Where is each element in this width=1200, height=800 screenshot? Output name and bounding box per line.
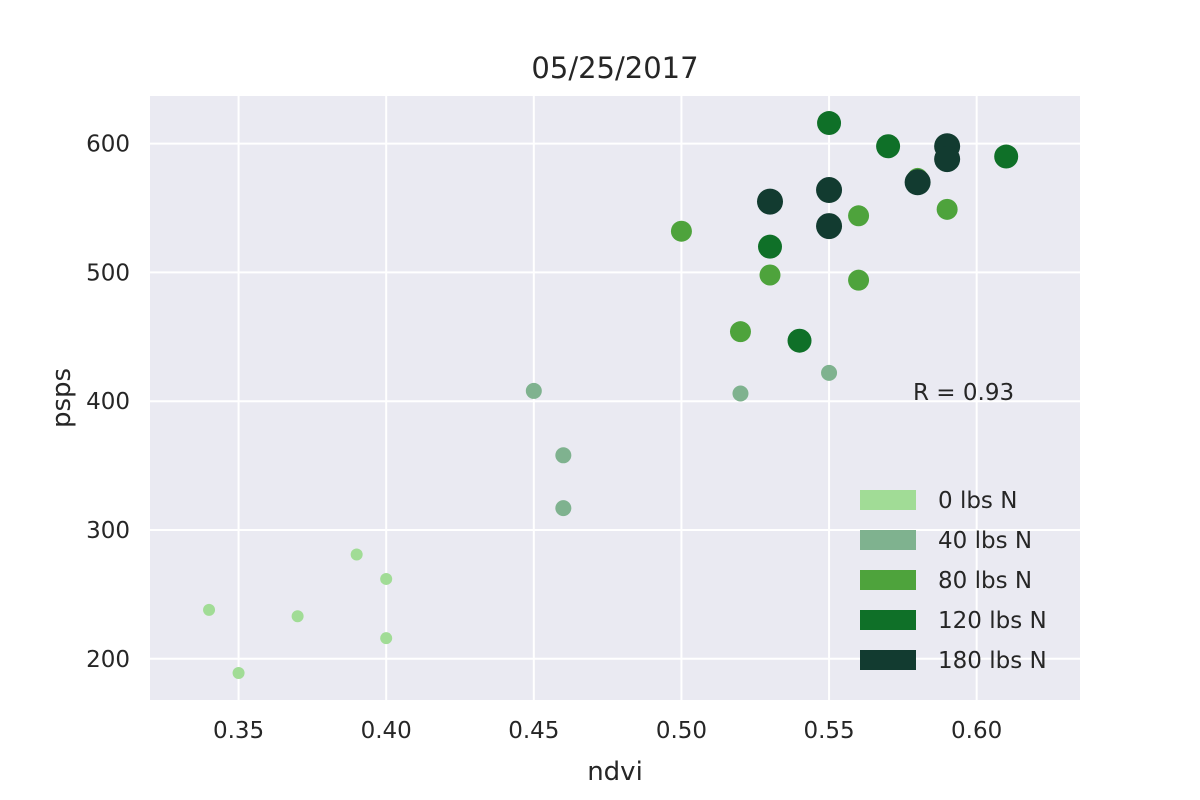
data-point (555, 500, 572, 517)
legend-swatch (860, 490, 916, 510)
data-point (821, 364, 838, 381)
y-tick-label: 500 (86, 260, 130, 286)
data-point (904, 169, 931, 196)
data-point (350, 548, 363, 561)
data-points (203, 111, 1019, 679)
data-point (994, 144, 1019, 169)
data-point (876, 134, 901, 159)
x-tick-label: 0.35 (213, 718, 264, 744)
data-point (732, 385, 749, 402)
data-point (380, 632, 393, 645)
data-point (848, 205, 870, 227)
data-point (525, 382, 542, 399)
data-point (787, 328, 812, 353)
legend-swatch (860, 530, 916, 550)
y-tick-labels: 200 300 400 500 600 (86, 132, 130, 673)
legend-label: 180 lbs N (938, 648, 1047, 674)
data-point (555, 447, 572, 464)
chart-title: 05/25/2017 (531, 51, 698, 85)
data-point (816, 213, 843, 240)
legend-label: 40 lbs N (938, 528, 1032, 554)
data-point (816, 177, 843, 204)
y-tick-label: 200 (86, 647, 130, 673)
x-tick-label: 0.40 (361, 718, 412, 744)
x-tick-labels: 0.35 0.40 0.45 0.50 0.55 0.60 (213, 718, 1002, 744)
data-point (729, 321, 751, 343)
y-tick-label: 300 (86, 518, 130, 544)
data-point (203, 603, 216, 616)
legend-swatch (860, 650, 916, 670)
data-point (670, 220, 692, 242)
data-point (936, 198, 958, 220)
data-point (759, 264, 781, 286)
data-point (934, 146, 961, 173)
data-point (758, 234, 782, 259)
plot-area (150, 96, 1080, 700)
correlation-annotation: R = 0.93 (913, 380, 1014, 406)
x-axis-label: ndvi (587, 757, 643, 787)
x-tick-label: 0.50 (656, 718, 707, 744)
data-point (232, 666, 245, 679)
data-point (848, 269, 870, 291)
data-point (757, 188, 783, 215)
legend-label: 80 lbs N (938, 568, 1032, 594)
x-tick-label: 0.60 (951, 718, 1002, 744)
legend-label: 0 lbs N (938, 488, 1017, 514)
data-point (380, 572, 393, 585)
y-tick-label: 600 (86, 132, 130, 158)
x-tick-label: 0.55 (803, 718, 854, 744)
legend-swatch (860, 610, 916, 630)
legend: 0 lbs N 40 lbs N 80 lbs N 120 lbs N 180 lbs … (860, 488, 1047, 674)
data-point (817, 111, 842, 136)
data-point (291, 610, 304, 623)
y-axis-label: psps (47, 368, 77, 428)
legend-label: 120 lbs N (938, 608, 1047, 634)
y-tick-label: 400 (86, 389, 130, 415)
legend-swatch (860, 570, 916, 590)
x-tick-label: 0.45 (508, 718, 559, 744)
